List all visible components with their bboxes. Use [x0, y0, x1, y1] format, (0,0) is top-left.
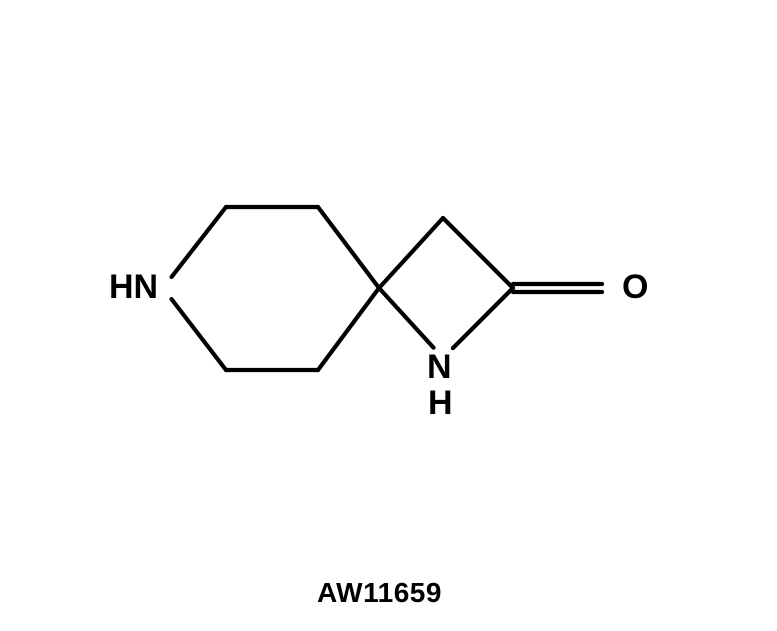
atom-label-h: H [428, 386, 453, 420]
molecule-canvas: HN N H O AW11659 [0, 0, 777, 631]
atom-label-n: N [427, 350, 452, 384]
atom-label-o: O [622, 270, 648, 304]
compound-id-caption: AW11659 [317, 577, 442, 609]
atom-label-hn: HN [109, 270, 158, 304]
bond-layer [0, 0, 777, 631]
